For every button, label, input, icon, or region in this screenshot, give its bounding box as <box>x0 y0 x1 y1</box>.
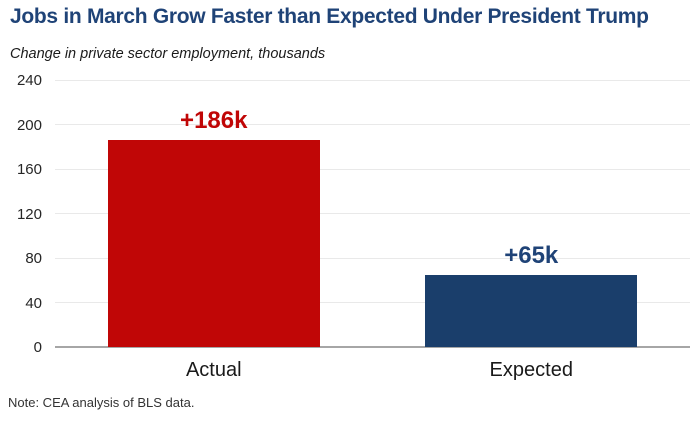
y-tick-label: 160 <box>16 161 42 178</box>
bar-expected <box>425 274 638 347</box>
chart-title: Jobs in March Grow Faster than Expected … <box>10 5 649 28</box>
y-tick-label: 240 <box>16 72 42 89</box>
chart-subtitle: Change in private sector employment, tho… <box>10 46 326 62</box>
category-label: Actual <box>185 359 242 381</box>
gridline <box>55 124 690 125</box>
gridline <box>55 168 690 170</box>
y-tick-label: 0 <box>33 339 42 356</box>
x-axis-line <box>55 346 690 348</box>
source-note: Note: CEA analysis of BLS data. <box>8 395 195 410</box>
gridline <box>55 79 690 81</box>
y-tick-label: 80 <box>25 250 42 267</box>
y-tick-label: 40 <box>25 294 42 312</box>
bar-value-label: +65k <box>504 241 559 269</box>
category-label: Expected <box>489 359 573 381</box>
gridline <box>55 257 690 259</box>
bar-value-label: +186k <box>180 107 248 135</box>
gridline <box>55 302 690 303</box>
y-tick-label: 120 <box>16 205 42 223</box>
bar-actual <box>107 140 320 347</box>
y-tick-label: 200 <box>16 116 42 134</box>
gridline <box>55 213 690 214</box>
